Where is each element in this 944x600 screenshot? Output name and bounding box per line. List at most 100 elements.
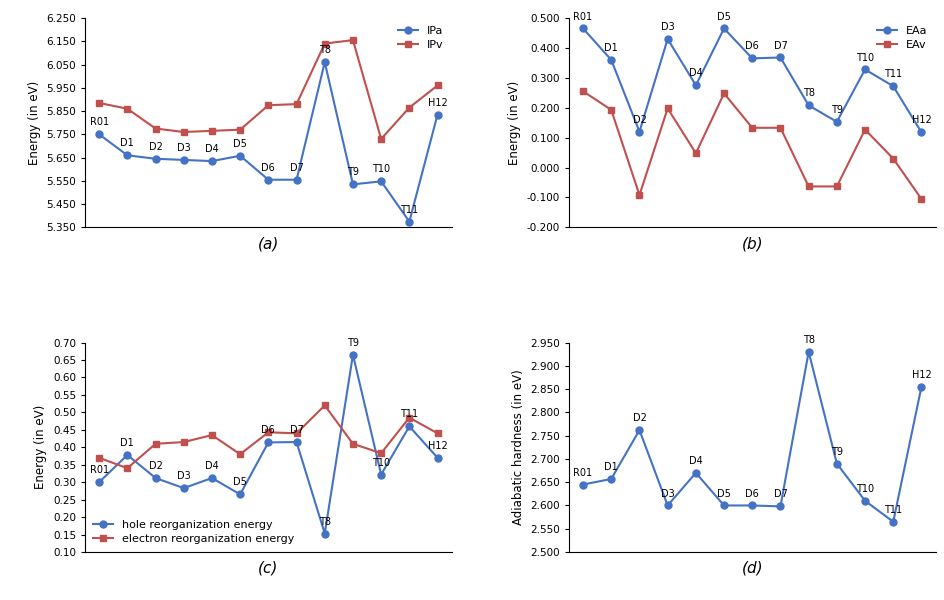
Text: D1: D1 [120,139,134,148]
Line: EAa: EAa [579,25,924,136]
hole reorganization energy [319,530,330,537]
EAa [831,118,842,125]
EAv [605,106,616,113]
Text: D2: D2 [632,413,646,423]
IPv [403,104,414,111]
IPa [234,152,245,160]
EAa [746,55,757,62]
IPv [431,82,443,89]
Text: D4: D4 [688,68,702,79]
Text: R01: R01 [90,465,109,475]
Text: D7: D7 [289,163,303,173]
EAa [858,66,869,73]
hole reorganization energy [403,423,414,430]
Text: D5: D5 [716,488,731,499]
Legend: hole reorganization energy, electron reorganization energy: hole reorganization energy, electron reo… [89,515,298,548]
Text: D7: D7 [773,41,786,50]
Text: T10: T10 [372,164,390,175]
Line: IPa: IPa [95,59,441,225]
EAa [662,35,673,43]
electron reorganization energy [177,439,189,446]
hole reorganization energy [375,471,386,478]
EAv [577,88,588,95]
EAa [915,128,926,136]
Text: R01: R01 [90,118,109,127]
Text: H12: H12 [911,115,931,125]
EAa [689,82,700,89]
EAv [746,124,757,131]
Text: H12: H12 [428,98,447,107]
IPa [431,111,443,118]
Text: D1: D1 [604,462,617,472]
EAv [831,183,842,190]
electron reorganization energy [431,430,443,437]
IPa [122,152,133,159]
Text: D7: D7 [289,425,303,435]
Text: T10: T10 [372,458,390,467]
EAa [802,102,814,109]
Line: hole reorganization energy: hole reorganization energy [95,352,441,537]
Line: IPv: IPv [95,37,441,142]
Text: T10: T10 [855,53,873,62]
Line: EAv: EAv [579,88,924,202]
Text: D5: D5 [233,478,246,487]
IPa [206,157,217,164]
Text: (d): (d) [741,561,762,576]
electron reorganization energy [375,449,386,457]
Text: T9: T9 [346,338,359,348]
Text: (a): (a) [258,236,278,251]
electron reorganization energy [403,414,414,421]
Text: D6: D6 [745,488,758,499]
Text: D3: D3 [660,22,674,32]
IPa [319,59,330,66]
Text: D3: D3 [660,488,674,499]
EAv [662,105,673,112]
Text: D5: D5 [716,11,731,22]
IPa [150,155,161,163]
EAv [858,126,869,133]
Text: D4: D4 [688,456,702,466]
IPa [346,181,358,188]
Text: T9: T9 [830,446,842,457]
Text: R01: R01 [573,11,592,22]
IPa [262,176,274,184]
EAv [689,149,700,157]
IPv [319,40,330,47]
Text: T9: T9 [830,105,842,115]
Legend: EAa, EAv: EAa, EAv [872,22,931,55]
IPa [375,178,386,185]
Text: T11: T11 [884,69,902,79]
hole reorganization energy [150,475,161,482]
Y-axis label: Energy (in eV): Energy (in eV) [27,80,41,165]
Legend: IPa, IPv: IPa, IPv [394,22,447,55]
Text: D6: D6 [261,163,275,173]
EAa [605,56,616,64]
Text: H12: H12 [428,441,447,451]
Text: R01: R01 [573,467,592,478]
EAa [886,83,898,90]
Text: D5: D5 [233,139,246,149]
Text: (b): (b) [741,236,762,251]
Text: D1: D1 [604,43,617,53]
EAv [802,183,814,190]
IPa [93,131,105,138]
Text: D7: D7 [773,490,786,499]
Text: D4: D4 [205,461,219,471]
electron reorganization energy [346,440,358,448]
Text: T8: T8 [318,45,330,55]
Text: T10: T10 [855,484,873,494]
EAv [886,155,898,162]
Text: D3: D3 [177,471,191,481]
IPv [262,101,274,109]
Text: D2: D2 [632,115,646,125]
hole reorganization energy [206,475,217,482]
EAv [717,90,729,97]
Text: T9: T9 [346,167,359,178]
IPa [403,218,414,225]
IPa [177,157,189,164]
hole reorganization energy [431,454,443,461]
electron reorganization energy [150,440,161,448]
Y-axis label: Energy (in eV): Energy (in eV) [34,405,47,490]
electron reorganization energy [206,431,217,439]
Y-axis label: Adiabatic hardness (in eV): Adiabatic hardness (in eV) [511,370,524,525]
